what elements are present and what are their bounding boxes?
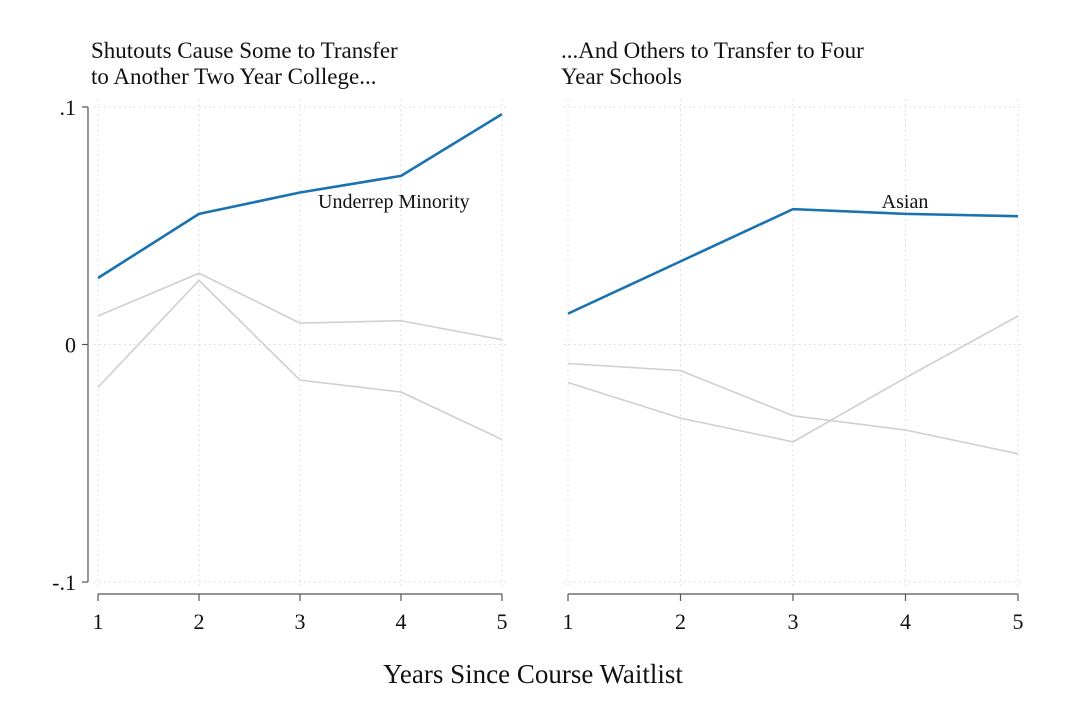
highlighted-series-line [567,207,1019,315]
x-tick-label: 1 [563,609,574,634]
series-annotation-label: Asian [882,191,929,213]
x-tick-label: 3 [788,609,799,634]
x-tick-label: 5 [1013,609,1024,634]
y-tick-label: .1 [60,95,77,120]
comparison-series-line [567,362,1019,455]
comparison-series-line [567,315,1019,443]
x-axis-title: Years Since Course Waitlist [383,659,683,689]
y-tick-label: -.1 [52,570,76,595]
series-annotation-label: Underrep Minority [318,191,470,213]
x-tick-label: 2 [194,609,205,634]
comparison-series-line [97,279,503,441]
panel-title-line: ...And Others to Transfer to Four [561,38,864,63]
x-tick-label: 2 [675,609,686,634]
x-tick-label: 5 [497,609,508,634]
x-tick-label: 4 [900,609,911,634]
panel-title-line: Year Schools [561,64,682,89]
x-tick-label: 3 [295,609,306,634]
y-tick-label: 0 [65,333,76,358]
panel-title-line: Shutouts Cause Some to Transfer [91,38,398,63]
highlighted-series-line [97,113,503,280]
comparison-series-line [97,272,503,341]
panel-title-line: to Another Two Year College... [91,64,376,89]
x-tick-label: 4 [396,609,407,634]
x-tick-label: 1 [93,609,104,634]
